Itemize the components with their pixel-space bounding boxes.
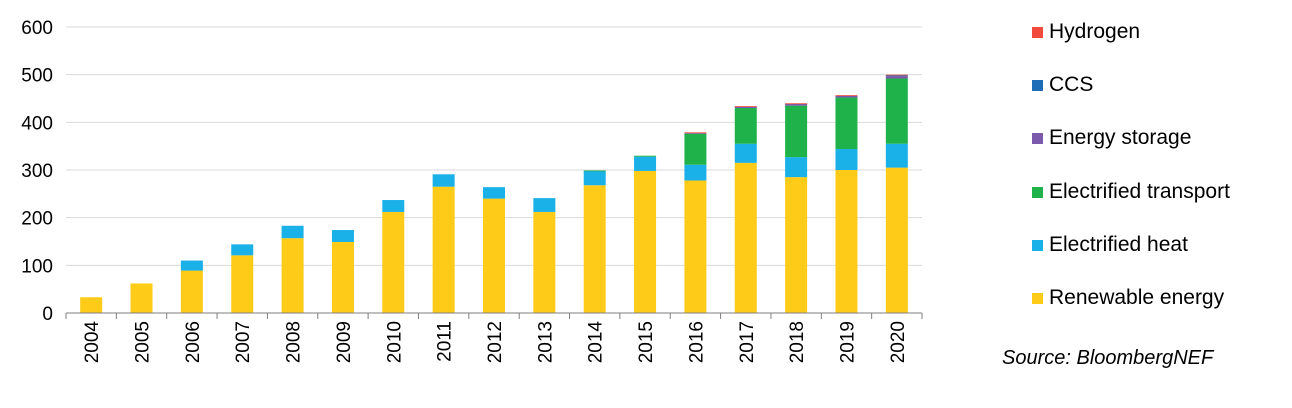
bar-segment xyxy=(634,170,657,313)
bar-segment xyxy=(835,95,858,96)
bar-segment xyxy=(835,97,858,150)
x-tick-label: 2005 xyxy=(133,321,154,363)
bar-segment xyxy=(885,143,908,168)
bar-segment xyxy=(785,105,808,158)
y-tick-labels: 0 100 200 300 400 500 600 xyxy=(21,18,53,325)
bar-segment xyxy=(382,211,405,313)
bar-segment xyxy=(583,170,606,186)
y-tick-label: 500 xyxy=(21,66,53,87)
y-tick-label: 300 xyxy=(21,161,53,182)
bar-segment xyxy=(835,170,858,313)
axes xyxy=(65,312,923,319)
legend-label: Renewable energy xyxy=(1049,286,1225,309)
x-tick-label: 2014 xyxy=(586,321,607,364)
x-tick-label: 2020 xyxy=(888,321,909,363)
bar-segment xyxy=(483,198,505,313)
legend-item: CCS xyxy=(1032,73,1093,97)
legend-swatch xyxy=(1032,79,1043,91)
bar-segment xyxy=(583,185,606,313)
x-tick-label: 2017 xyxy=(737,321,758,363)
bar-segment xyxy=(734,108,757,144)
bar-segment xyxy=(432,174,455,187)
source-note: Source: BloombergNEF xyxy=(1002,347,1214,369)
legend-swatch xyxy=(1032,186,1043,198)
bar-segment xyxy=(835,95,858,98)
stacked-bar-chart: 0 100 200 300 400 500 600 2004 2005 2006 2007 2008… xyxy=(21,18,923,364)
legend-item: Hydrogen xyxy=(1032,20,1140,44)
bar-segment xyxy=(734,143,757,163)
bar-segment xyxy=(432,186,455,313)
bar-segment xyxy=(180,260,203,271)
bar-segment xyxy=(583,170,606,172)
x-tick-label: 2006 xyxy=(183,321,204,363)
bar-segment xyxy=(231,255,254,313)
bar-segment xyxy=(684,132,707,134)
bar-segment xyxy=(281,225,304,239)
y-tick-label: 600 xyxy=(21,18,53,39)
bar-segment xyxy=(785,103,808,106)
bar-segment xyxy=(885,76,908,79)
bar-segment xyxy=(885,75,908,77)
legend-item: Electrified heat xyxy=(1032,233,1188,257)
bar-segment xyxy=(281,238,304,313)
legend-item: Electrified transport xyxy=(1032,180,1230,204)
x-tick-label: 2010 xyxy=(384,321,405,363)
bar-segment xyxy=(684,164,707,181)
bars xyxy=(80,74,908,313)
gridlines xyxy=(66,26,922,266)
legend-label: CCS xyxy=(1049,73,1094,96)
legend-swatch xyxy=(1032,239,1043,251)
bar-segment xyxy=(684,133,707,165)
bar-segment xyxy=(533,198,556,212)
legend-swatch xyxy=(1032,132,1043,144)
x-tick-label: 2013 xyxy=(535,321,556,363)
bar-segment xyxy=(835,149,858,170)
legend-item: Renewable energy xyxy=(1032,286,1224,310)
x-tick-labels: 2004 2005 2006 2007 2008 2009 2010 2011 2012 2013… xyxy=(82,321,909,364)
bar-segment xyxy=(231,244,254,256)
x-tick-label: 2012 xyxy=(485,321,506,363)
bar-segment xyxy=(684,180,707,313)
y-tick-label: 0 xyxy=(42,304,53,325)
bar-segment xyxy=(785,103,808,105)
x-tick-label: 2007 xyxy=(233,321,254,363)
bar-segment xyxy=(180,270,203,313)
bar-segment xyxy=(483,187,505,199)
legend-swatch xyxy=(1032,26,1043,38)
x-tick-label: 2011 xyxy=(435,321,456,362)
bar-segment xyxy=(533,211,556,313)
x-tick-label: 2004 xyxy=(82,321,103,364)
bar-segment xyxy=(634,155,657,157)
bar-segment xyxy=(331,230,354,242)
bar-segment xyxy=(785,157,808,178)
x-tick-label: 2009 xyxy=(334,321,355,363)
bar-segment xyxy=(130,283,153,313)
bar-segment xyxy=(885,74,908,76)
y-tick-label: 400 xyxy=(21,113,53,134)
legend-label: Electrified heat xyxy=(1049,233,1188,256)
bar-segment xyxy=(331,241,354,313)
bar-segment xyxy=(80,297,103,313)
y-tick-label: 200 xyxy=(21,209,53,230)
legend-swatch xyxy=(1032,292,1043,304)
bar-segment xyxy=(734,106,757,109)
legend-label: Hydrogen xyxy=(1049,20,1141,43)
bar-segment xyxy=(734,162,757,313)
x-tick-label: 2016 xyxy=(686,321,707,363)
legend-item: Energy storage xyxy=(1032,126,1191,150)
bar-segment xyxy=(634,156,657,171)
x-tick-label: 2015 xyxy=(636,321,657,363)
legend-label: Energy storage xyxy=(1049,126,1192,149)
legend-label: Electrified transport xyxy=(1049,180,1230,203)
bar-segment xyxy=(885,78,908,144)
x-tick-label: 2018 xyxy=(787,321,808,363)
y-tick-label: 100 xyxy=(21,256,53,277)
x-tick-label: 2019 xyxy=(837,321,858,363)
bar-segment xyxy=(382,200,405,212)
bar-segment xyxy=(785,177,808,313)
bar-segment xyxy=(885,167,908,313)
x-tick-label: 2008 xyxy=(284,321,305,363)
bar-segment xyxy=(684,132,707,134)
bar-segment xyxy=(734,106,757,107)
